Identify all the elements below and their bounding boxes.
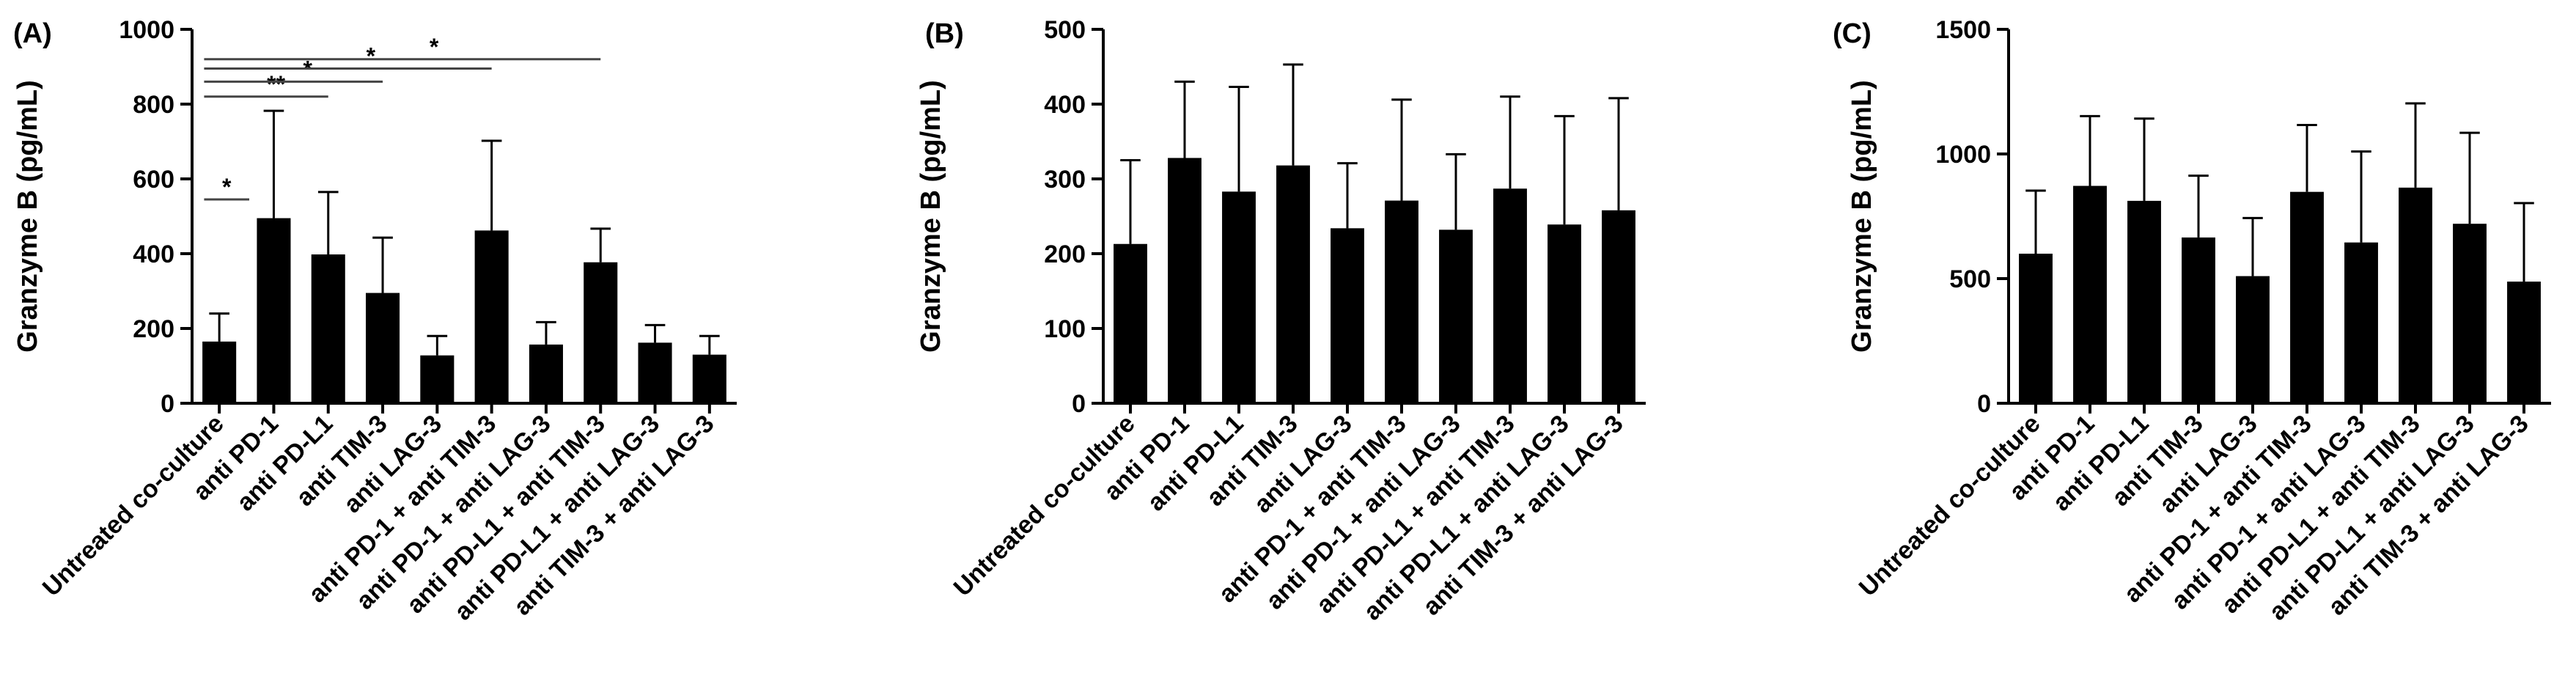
panel-a: (A) Granzyme B (pg/mL) 0 200 400 600 800 1000 Un… (12, 16, 737, 625)
bar (2182, 237, 2215, 403)
bar (1548, 224, 1581, 403)
bar (2019, 254, 2053, 403)
y-tick-label: 300 (1044, 166, 1086, 194)
bar (2236, 276, 2270, 403)
y-tick-label: 200 (1044, 240, 1086, 268)
panel-b: (B) Granzyme B (pg/mL) 0 100 200 300 400 500 Unt… (916, 16, 1646, 625)
bar (420, 355, 455, 403)
bar (1222, 191, 1256, 403)
bar (2127, 200, 2161, 403)
panel-c: (C) Granzyme B (pg/mL) 0 500 1000 1500 Untreat… (1833, 16, 2551, 625)
significance-label: * (367, 43, 376, 70)
y-tick-label: 100 (1044, 315, 1086, 343)
bar (638, 342, 672, 403)
y-tick-label: 400 (133, 240, 174, 268)
bar (257, 218, 291, 403)
bar (1602, 210, 1635, 403)
bar (366, 293, 400, 403)
panel-label: (A) (13, 18, 52, 49)
y-axis-label: Granzyme B (pg/mL) (1847, 80, 1877, 353)
significance-label: * (430, 34, 439, 60)
bar (2507, 282, 2541, 403)
y-tick-label: 0 (1977, 390, 1991, 418)
bar (2290, 191, 2324, 403)
y-tick-label: 200 (133, 315, 174, 343)
bar (1493, 188, 1527, 403)
y-tick-label: 800 (133, 91, 174, 119)
bar (1439, 229, 1473, 403)
y-tick-label: 0 (161, 390, 174, 418)
bar (2344, 242, 2378, 403)
bar (1331, 228, 1364, 403)
bar (1168, 158, 1201, 403)
bar (202, 341, 237, 403)
bar (1276, 165, 1310, 403)
significance-label: * (222, 174, 232, 200)
category-label: Untreated co-culture (37, 410, 229, 602)
bar (1385, 200, 1418, 403)
significance-label: ** (267, 71, 285, 98)
category-label: Untreated co-culture (949, 410, 1141, 602)
bar (692, 354, 726, 403)
bar (311, 254, 345, 403)
y-tick-label: 500 (1044, 16, 1086, 44)
y-tick-label: 1500 (1935, 16, 1991, 44)
y-tick-label: 400 (1044, 91, 1086, 119)
y-axis-label: Granzyme B (pg/mL) (916, 80, 946, 353)
panel-label: (C) (1833, 18, 1872, 49)
y-tick-label: 1000 (1935, 141, 1991, 169)
y-axis-label: Granzyme B (pg/mL) (12, 80, 43, 353)
y-tick-label: 600 (133, 166, 174, 194)
y-tick-label: 500 (1949, 265, 1991, 293)
y-tick-label: 1000 (119, 16, 174, 44)
bar (2453, 224, 2487, 403)
bar (2399, 187, 2432, 403)
y-tick-label: 0 (1072, 390, 1086, 418)
category-label: Untreated co-culture (1854, 410, 2046, 602)
bar (584, 262, 618, 403)
bar (1114, 243, 1147, 403)
bar (2073, 185, 2107, 403)
panel-label: (B) (925, 18, 964, 49)
bar (474, 230, 509, 403)
bar (529, 344, 563, 403)
